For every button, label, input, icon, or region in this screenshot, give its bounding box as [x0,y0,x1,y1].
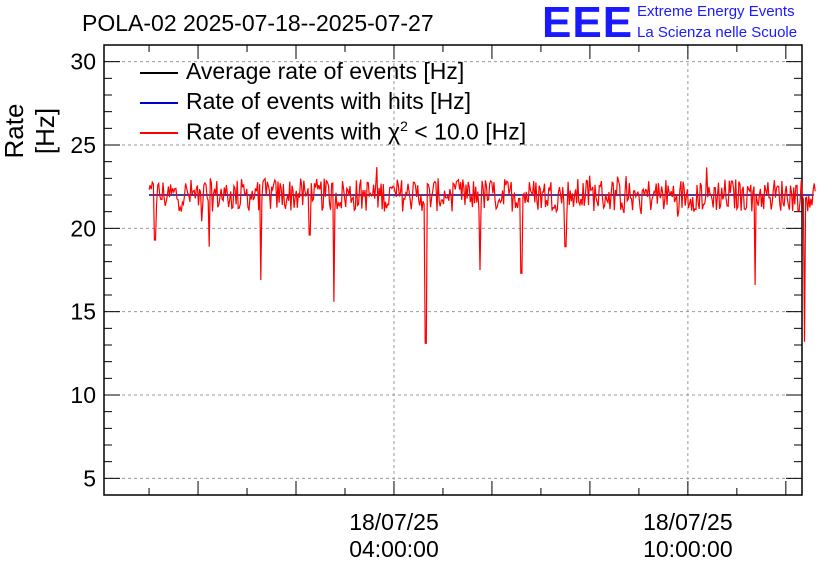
y-tick-label: 20 [70,215,96,241]
y-tick-label: 30 [70,49,96,75]
legend-swatch-chi2 [140,132,178,134]
legend-label-average: Average rate of events [Hz] [186,58,465,84]
chart-title: POLA-02 2025-07-18--2025-07-27 [82,10,434,36]
legend-label-chi2: Rate of events with χ2 < 10.0 [Hz] [186,118,526,146]
x-tick-label-date: 18/07/25 [643,509,733,535]
y-tick-label: 5 [83,465,96,491]
series-chi2-line [148,167,816,344]
legend-swatch-hits [140,102,178,104]
legend-chi2-sup: 2 [400,118,408,134]
plot-frame [103,44,803,496]
legend-swatch-average [140,72,178,74]
y-tick-label: 10 [70,382,96,408]
x-tick-label-time: 10:00:00 [643,536,733,562]
legend-chi2-prefix: Rate of events with [186,118,388,145]
legend-chi2-symbol: χ [388,118,401,145]
logo-line-2: La Scienza nelle Scuole [637,24,798,41]
y-axis-label: Rate [Hz] [0,103,60,159]
legend-chi2-suffix: < 10.0 [Hz] [407,118,527,145]
y-tick-label: 25 [70,132,96,158]
y-tick-label: 15 [70,299,96,325]
x-tick-label-time: 04:00:00 [349,536,439,562]
logo-line-1: Extreme Energy Events [637,3,795,20]
eee-logo: EEE [542,0,634,47]
legend-label-hits: Rate of events with hits [Hz] [186,88,472,114]
x-tick-label-date: 18/07/25 [349,509,439,535]
